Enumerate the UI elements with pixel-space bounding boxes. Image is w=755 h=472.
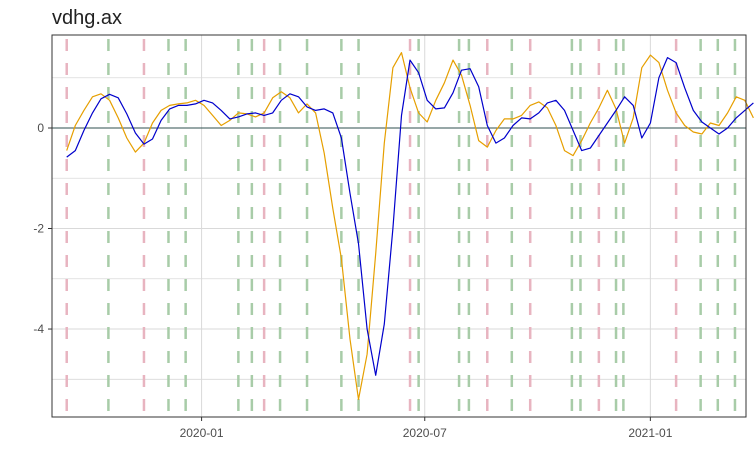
- plot-border: [51, 34, 747, 418]
- series-layer: [66, 51, 754, 400]
- y-tick-label: -2: [33, 222, 44, 236]
- event-lines: [65, 39, 737, 415]
- tick-labels: 0 -2 -4 2020-01 2020-07 2021-01: [33, 121, 672, 440]
- series-line-light: [66, 51, 754, 400]
- series-line-dark: [66, 56, 754, 376]
- x-tick-label: 2020-01: [180, 426, 224, 440]
- chart-title: vdhg.ax: [52, 7, 123, 29]
- grid-layer: [52, 35, 746, 417]
- axis-layer: [48, 34, 747, 421]
- y-tick-label: 0: [37, 121, 44, 135]
- y-tick-label: -4: [33, 322, 44, 336]
- x-tick-label: 2021-01: [628, 426, 672, 440]
- x-tick-label: 2020-07: [403, 426, 447, 440]
